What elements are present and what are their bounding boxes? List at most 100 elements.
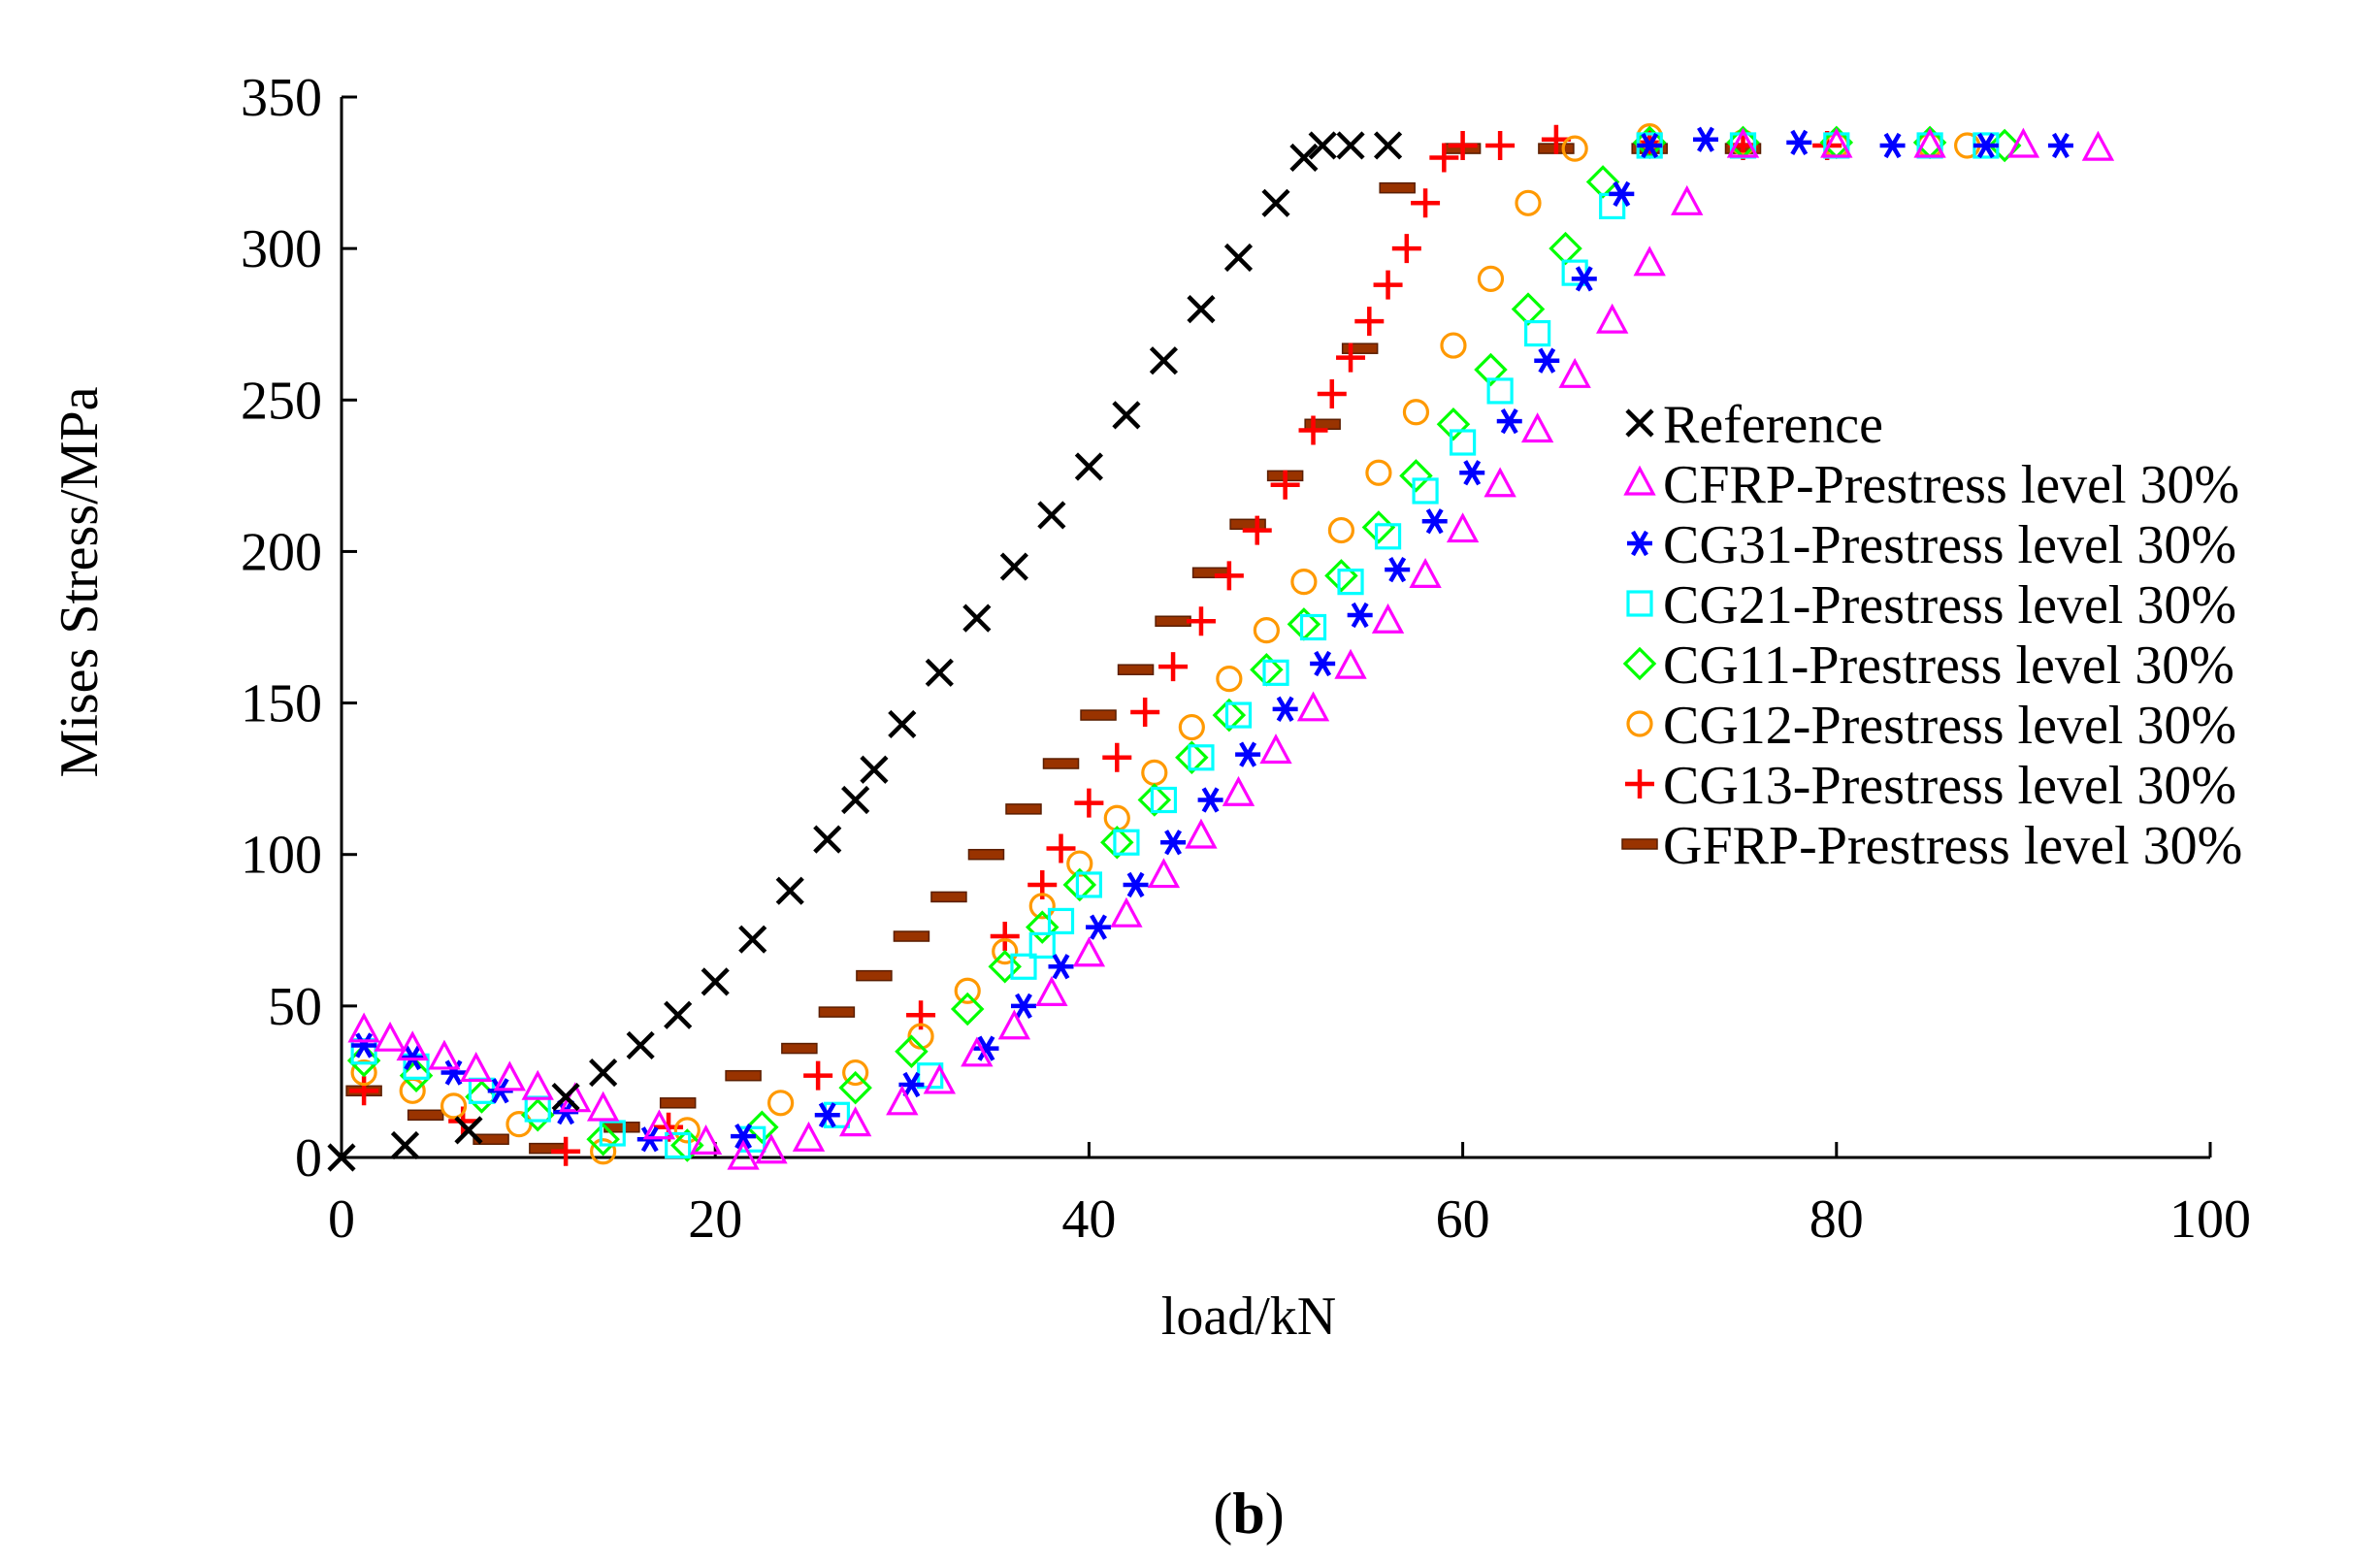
data-point bbox=[1110, 896, 1143, 928]
data-point bbox=[626, 1030, 655, 1060]
data-point bbox=[1347, 602, 1373, 629]
data-point bbox=[1449, 429, 1477, 456]
data-point bbox=[988, 949, 1022, 984]
legend-label: GFRP-Prestress level 30% bbox=[1663, 816, 2242, 876]
data-point bbox=[886, 1085, 919, 1116]
data-point bbox=[1585, 165, 1620, 199]
data-point bbox=[1786, 129, 1812, 155]
data-point bbox=[1035, 975, 1068, 1006]
figure-caption: (b) bbox=[1213, 1482, 1284, 1546]
data-point bbox=[1074, 452, 1103, 481]
caption-letter: b bbox=[1232, 1482, 1264, 1546]
data-point bbox=[1341, 342, 1379, 354]
data-point bbox=[399, 1077, 426, 1104]
data-point bbox=[1100, 825, 1134, 860]
data-point bbox=[1820, 127, 1853, 158]
data-point bbox=[1178, 713, 1205, 741]
data-point bbox=[1334, 648, 1367, 679]
data-point bbox=[586, 1091, 620, 1122]
data-point bbox=[440, 1092, 468, 1120]
data-point bbox=[1549, 231, 1582, 266]
data-point bbox=[1298, 415, 1328, 445]
data-point bbox=[1609, 180, 1635, 208]
data-point bbox=[1374, 523, 1402, 550]
data-point bbox=[1474, 352, 1508, 387]
data-point bbox=[1028, 931, 1056, 960]
data-point bbox=[327, 1143, 356, 1172]
data-point bbox=[962, 603, 992, 633]
legend-label: CG31-Prestress level 30% bbox=[1663, 515, 2236, 575]
data-point bbox=[586, 1122, 620, 1157]
data-point bbox=[856, 969, 893, 982]
data-point bbox=[1477, 265, 1505, 292]
data-point bbox=[1515, 189, 1542, 216]
data-point bbox=[1025, 910, 1060, 944]
data-point bbox=[731, 1124, 757, 1150]
legend-label: CG21-Prestress level 30% bbox=[1663, 575, 2236, 635]
data-point bbox=[1412, 477, 1439, 505]
data-point bbox=[1361, 510, 1396, 544]
data-point bbox=[1250, 652, 1284, 687]
data-point bbox=[399, 1059, 434, 1092]
data-point bbox=[727, 1139, 760, 1170]
legend-item: CG12-Prestress level 30% bbox=[1626, 696, 2236, 756]
legend-item: CG13-Prestress level 30% bbox=[1625, 756, 2236, 816]
data-point bbox=[1726, 127, 1760, 158]
data-point bbox=[1212, 698, 1247, 733]
data-point bbox=[1446, 512, 1480, 543]
legend-marker bbox=[1627, 530, 1652, 557]
y-axis-title: Mises Stress/MPa bbox=[49, 386, 110, 777]
data-point bbox=[1005, 803, 1042, 815]
data-point bbox=[1558, 357, 1591, 388]
data-point bbox=[1485, 130, 1516, 160]
data-point bbox=[1185, 818, 1218, 849]
data-point bbox=[599, 1120, 626, 1147]
data-point bbox=[1327, 516, 1355, 544]
data-point bbox=[1534, 347, 1560, 374]
data-point bbox=[347, 1012, 380, 1043]
data-point bbox=[1223, 243, 1254, 273]
data-point bbox=[1028, 893, 1056, 920]
data-point bbox=[1259, 733, 1292, 765]
data-point bbox=[1304, 418, 1341, 431]
data-point bbox=[689, 1124, 723, 1155]
data-point bbox=[973, 1035, 999, 1061]
data-point bbox=[440, 1059, 467, 1086]
x-tick-label: 20 bbox=[688, 1189, 742, 1250]
legend-marker bbox=[1626, 590, 1653, 617]
data-point bbox=[1010, 953, 1037, 980]
data-point bbox=[1371, 603, 1405, 634]
data-point bbox=[1042, 758, 1080, 769]
data-point bbox=[1402, 399, 1430, 426]
data-series bbox=[327, 122, 2115, 1172]
data-point bbox=[1421, 508, 1448, 535]
y-tick-label: 200 bbox=[241, 522, 322, 582]
data-point bbox=[818, 1006, 856, 1018]
data-point bbox=[521, 1069, 554, 1100]
data-point bbox=[1296, 691, 1330, 722]
data-point bbox=[950, 992, 985, 1026]
y-tick-label: 0 bbox=[295, 1128, 322, 1189]
data-point bbox=[745, 1110, 779, 1145]
data-point bbox=[930, 891, 967, 903]
data-point bbox=[1272, 696, 1298, 722]
data-point bbox=[520, 1098, 555, 1132]
legend-item: CG21-Prestress level 30% bbox=[1626, 575, 2236, 635]
data-point bbox=[781, 1042, 818, 1055]
data-point bbox=[2081, 130, 2115, 161]
series-cg31 bbox=[351, 126, 2073, 1153]
x-tick-label: 40 bbox=[1061, 1189, 1116, 1250]
data-point bbox=[1436, 407, 1471, 441]
data-point bbox=[738, 925, 767, 954]
data-point bbox=[1879, 132, 1906, 159]
data-point bbox=[1010, 993, 1036, 1019]
legend-label: CFRP-Prestress level 30% bbox=[1663, 455, 2239, 515]
data-point bbox=[838, 1106, 872, 1137]
data-point bbox=[1571, 266, 1597, 292]
data-point bbox=[1229, 518, 1266, 531]
data-point bbox=[473, 1133, 509, 1146]
data-point bbox=[346, 1043, 381, 1078]
data-point bbox=[590, 1138, 617, 1165]
